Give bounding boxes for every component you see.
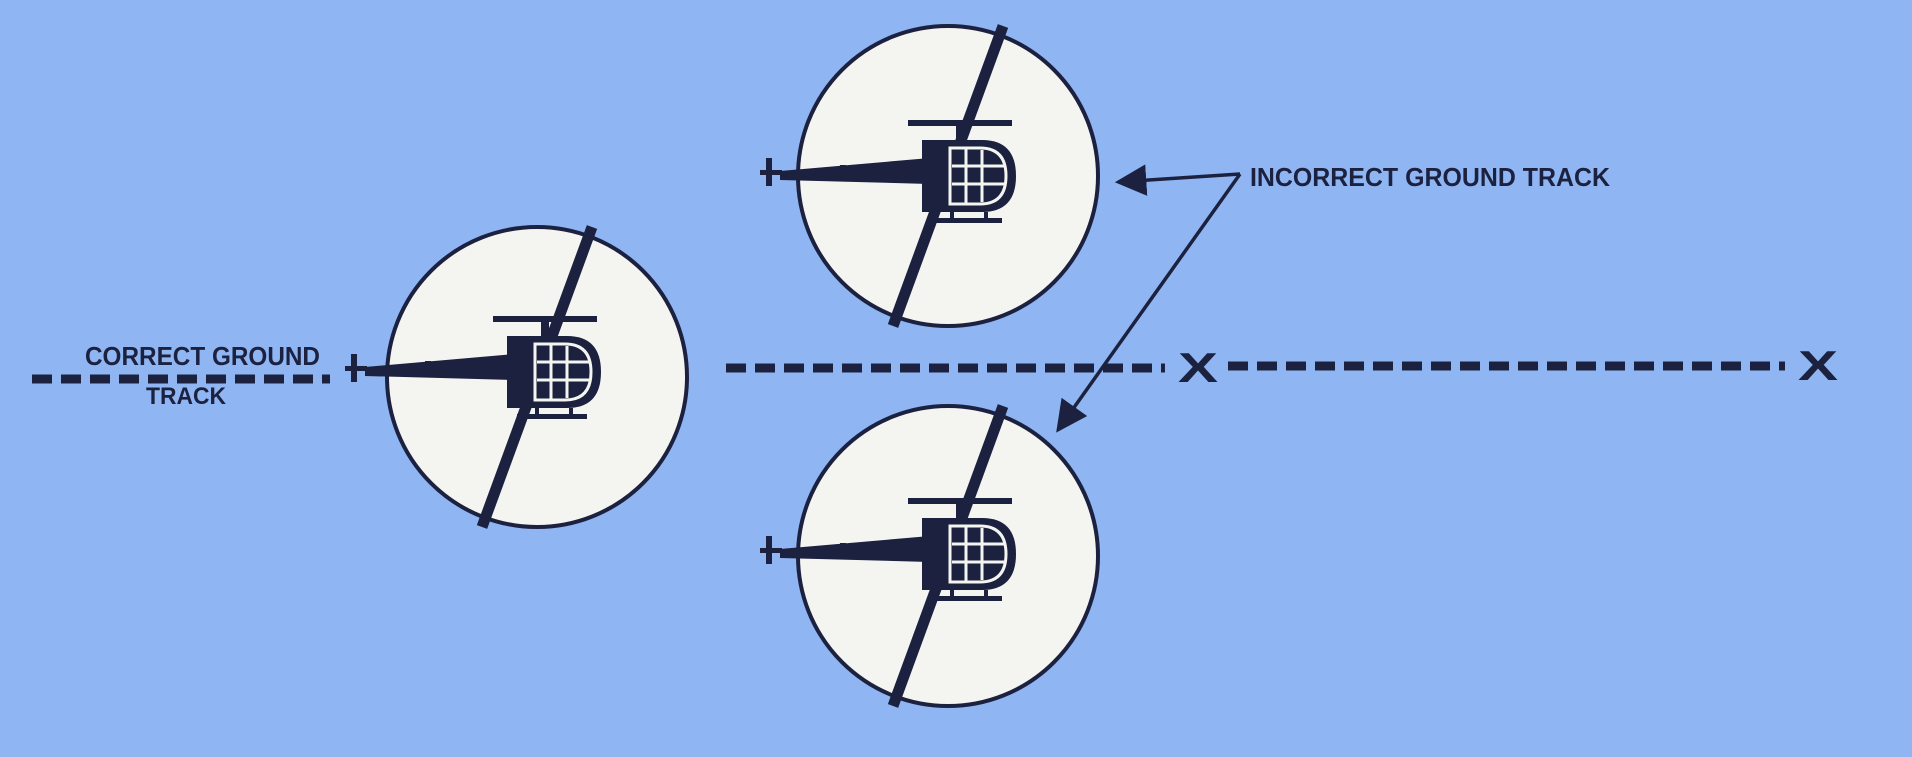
correct-track-label-line2: TRACK (146, 383, 227, 410)
incorrect-track-label: INCORRECT GROUND TRACK (1250, 162, 1610, 192)
x-marker-right: X (1798, 342, 1838, 389)
x-marker-middle: X (1178, 344, 1218, 391)
correct-track-label-line1: CORRECT GROUND (85, 341, 320, 371)
arrow-icon (1114, 164, 1241, 196)
arrow-icon (1056, 172, 1242, 433)
